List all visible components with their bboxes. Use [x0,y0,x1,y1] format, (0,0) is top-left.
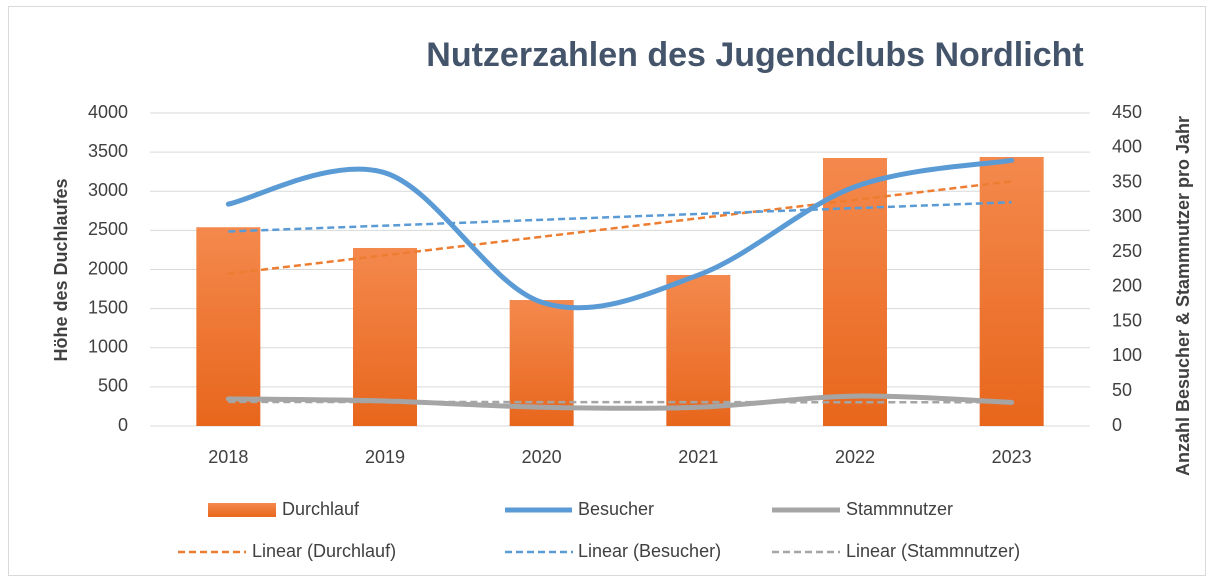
y2-tick-label: 250 [1112,241,1142,261]
bar [979,156,1044,426]
y2-axis-title: Anzahl Besucher & Stammnutzer pro Jahr [1173,116,1193,476]
y-tick-label: 1500 [88,297,128,317]
legend-label: Besucher [578,499,654,519]
legend-label: Durchlauf [282,499,360,519]
y2-tick-label: 100 [1112,345,1142,365]
trendline [228,201,1012,233]
bar [353,247,417,426]
y-tick-label: 4000 [88,102,128,122]
line [225,393,1015,411]
y2-tick-label: 150 [1112,310,1142,330]
x-tick-label: 2020 [522,447,562,467]
x-tick-label: 2019 [365,447,405,467]
y-tick-label: 2500 [88,219,128,239]
y2-tick-label: 50 [1112,380,1132,400]
x-tick-label: 2023 [992,447,1032,467]
y2-tick-label: 300 [1112,206,1142,226]
legend-label: Stammnutzer [846,499,953,519]
y-tick-label: 1000 [88,337,128,357]
y2-tick-label: 400 [1112,137,1142,157]
legend-label: Linear (Besucher) [578,541,721,561]
y2-tick-label: 350 [1112,171,1142,191]
y-tick-label: 3000 [88,180,128,200]
y-tick-label: 0 [118,415,128,435]
legend-swatch [208,503,276,517]
y-tick-label: 2000 [88,258,128,278]
line [225,157,1015,311]
y2-tick-label: 450 [1112,102,1142,122]
bar [666,274,731,426]
y-tick-label: 500 [98,376,128,396]
bar [196,227,261,426]
legend-label: Linear (Stammnutzer) [846,541,1020,561]
chart-title: Nutzerzahlen des Jugendclubs Nordlicht [426,36,1083,74]
legend-label: Linear (Durchlauf) [252,541,396,561]
y2-tick-label: 0 [1112,415,1122,435]
y2-tick-label: 200 [1112,276,1142,296]
x-tick-label: 2018 [208,447,248,467]
x-tick-label: 2022 [835,447,875,467]
x-tick-label: 2021 [678,447,718,467]
y-tick-label: 3500 [88,141,128,161]
y-axis-title: Höhe des Duchlaufes [51,178,71,361]
